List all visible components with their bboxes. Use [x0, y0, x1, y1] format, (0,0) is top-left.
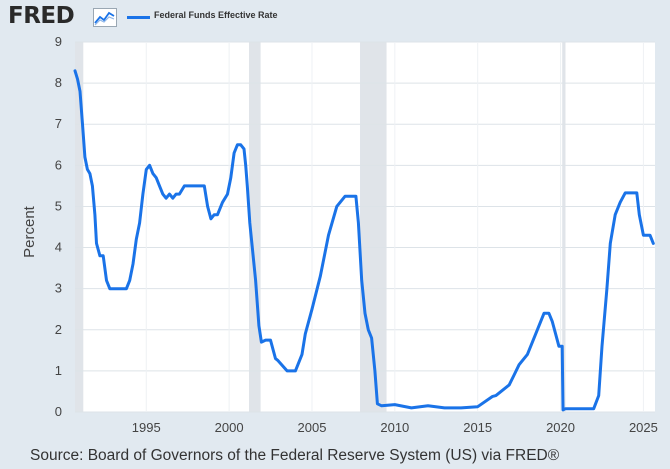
gridlines [75, 41, 655, 413]
x-tick-label: 2000 [215, 420, 244, 435]
x-tick-label: 2025 [629, 420, 658, 435]
y-tick-label: 0 [55, 404, 62, 419]
y-tick-label: 1 [55, 363, 62, 378]
y-axis: 0 1 2 3 4 5 6 7 8 9 [55, 34, 62, 419]
y-tick-label: 7 [55, 116, 62, 131]
series-layer [73, 69, 655, 412]
x-tick-label: 2020 [546, 420, 575, 435]
recession-shading [75, 42, 566, 412]
x-tick-label: 2005 [298, 420, 327, 435]
y-tick-label: 8 [55, 75, 62, 90]
y-tick-label: 3 [55, 281, 62, 296]
y-tick-label: 6 [55, 157, 62, 172]
recession-band [562, 42, 566, 412]
x-tick-label: 2010 [380, 420, 409, 435]
header: FRED Federal Funds Effective Rate [0, 0, 670, 34]
series-line-federal-funds-rate[interactable] [73, 69, 655, 412]
y-tick-label: 9 [55, 34, 62, 49]
legend-swatch [127, 16, 150, 19]
legend-label: Federal Funds Effective Rate [154, 10, 278, 20]
trend-line-icon [93, 8, 117, 32]
y-tick-label: 4 [55, 240, 62, 255]
x-axis: 1995 2000 2005 2010 2015 2020 2025 [132, 420, 658, 435]
fred-logo[interactable]: FRED [8, 3, 75, 29]
y-tick-label: 5 [55, 198, 62, 213]
recession-band [75, 42, 84, 412]
source-note: Source: Board of Governors of the Federa… [30, 447, 560, 464]
y-tick-label: 2 [55, 322, 62, 337]
y-axis-label: Percent [21, 205, 38, 258]
recession-band [249, 42, 261, 412]
x-tick-label: 2015 [463, 420, 492, 435]
x-tick-label: 1995 [132, 420, 161, 435]
